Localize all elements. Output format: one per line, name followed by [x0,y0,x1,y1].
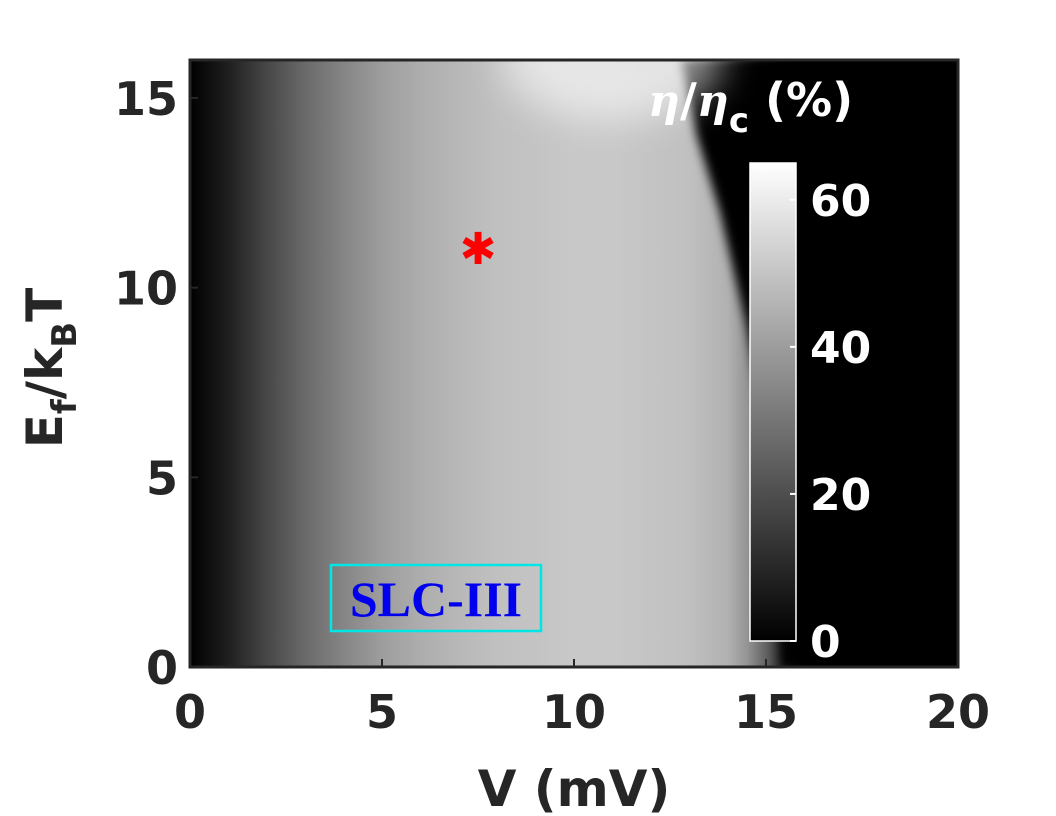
annotation-text: SLC-III [350,571,522,627]
y-tick-label: 15 [114,72,178,126]
colorbar-ticks: 0 20 40 60 [790,176,871,668]
colorbar-tick-label: 40 [810,323,871,374]
colorbar-tick-label: 0 [810,617,841,668]
x-axis-ticks: 0 5 10 15 20 [174,659,990,739]
star-marker: ✱ [460,224,497,275]
x-tick-label: 10 [542,685,606,739]
colorbar-title-unit: (%) [749,73,853,127]
colorbar-tick-label: 60 [810,176,871,227]
y-label-sub1: f [45,398,85,414]
y-tick-label: 5 [146,451,178,505]
y-label-sub2: B [45,322,85,348]
colorbar-title-eta-c: η [697,76,729,127]
y-label-end: T [16,288,74,322]
y-axis-ticks: 0 5 10 15 [114,72,198,695]
colorbar-title-sub: c [729,101,749,141]
annotation-frame [329,563,543,633]
x-tick-label: 15 [734,685,798,739]
x-tick-label: 20 [926,685,990,739]
colorbar-tick-label: 20 [810,470,871,521]
x-tick-label: 5 [366,685,398,739]
annotation-box: SLC-III [329,563,543,633]
heatmap-area [190,60,958,667]
colorbar-title-eta: η [648,76,680,127]
colorbar-bar [749,162,797,642]
y-label-main: E [16,414,74,448]
y-tick-label: 10 [114,262,178,316]
y-label-mid: /k [16,346,74,399]
peak-efficiency-region [502,60,723,120]
colorbar-title-slash: / [680,73,697,127]
y-tick-label: 0 [146,641,178,695]
x-axis-label: V (mV) [478,760,671,816]
y-axis-label: Ef/kBT [16,288,85,449]
colorbar-title: η/ηc (%) [648,73,853,141]
x-tick-label: 0 [174,685,206,739]
